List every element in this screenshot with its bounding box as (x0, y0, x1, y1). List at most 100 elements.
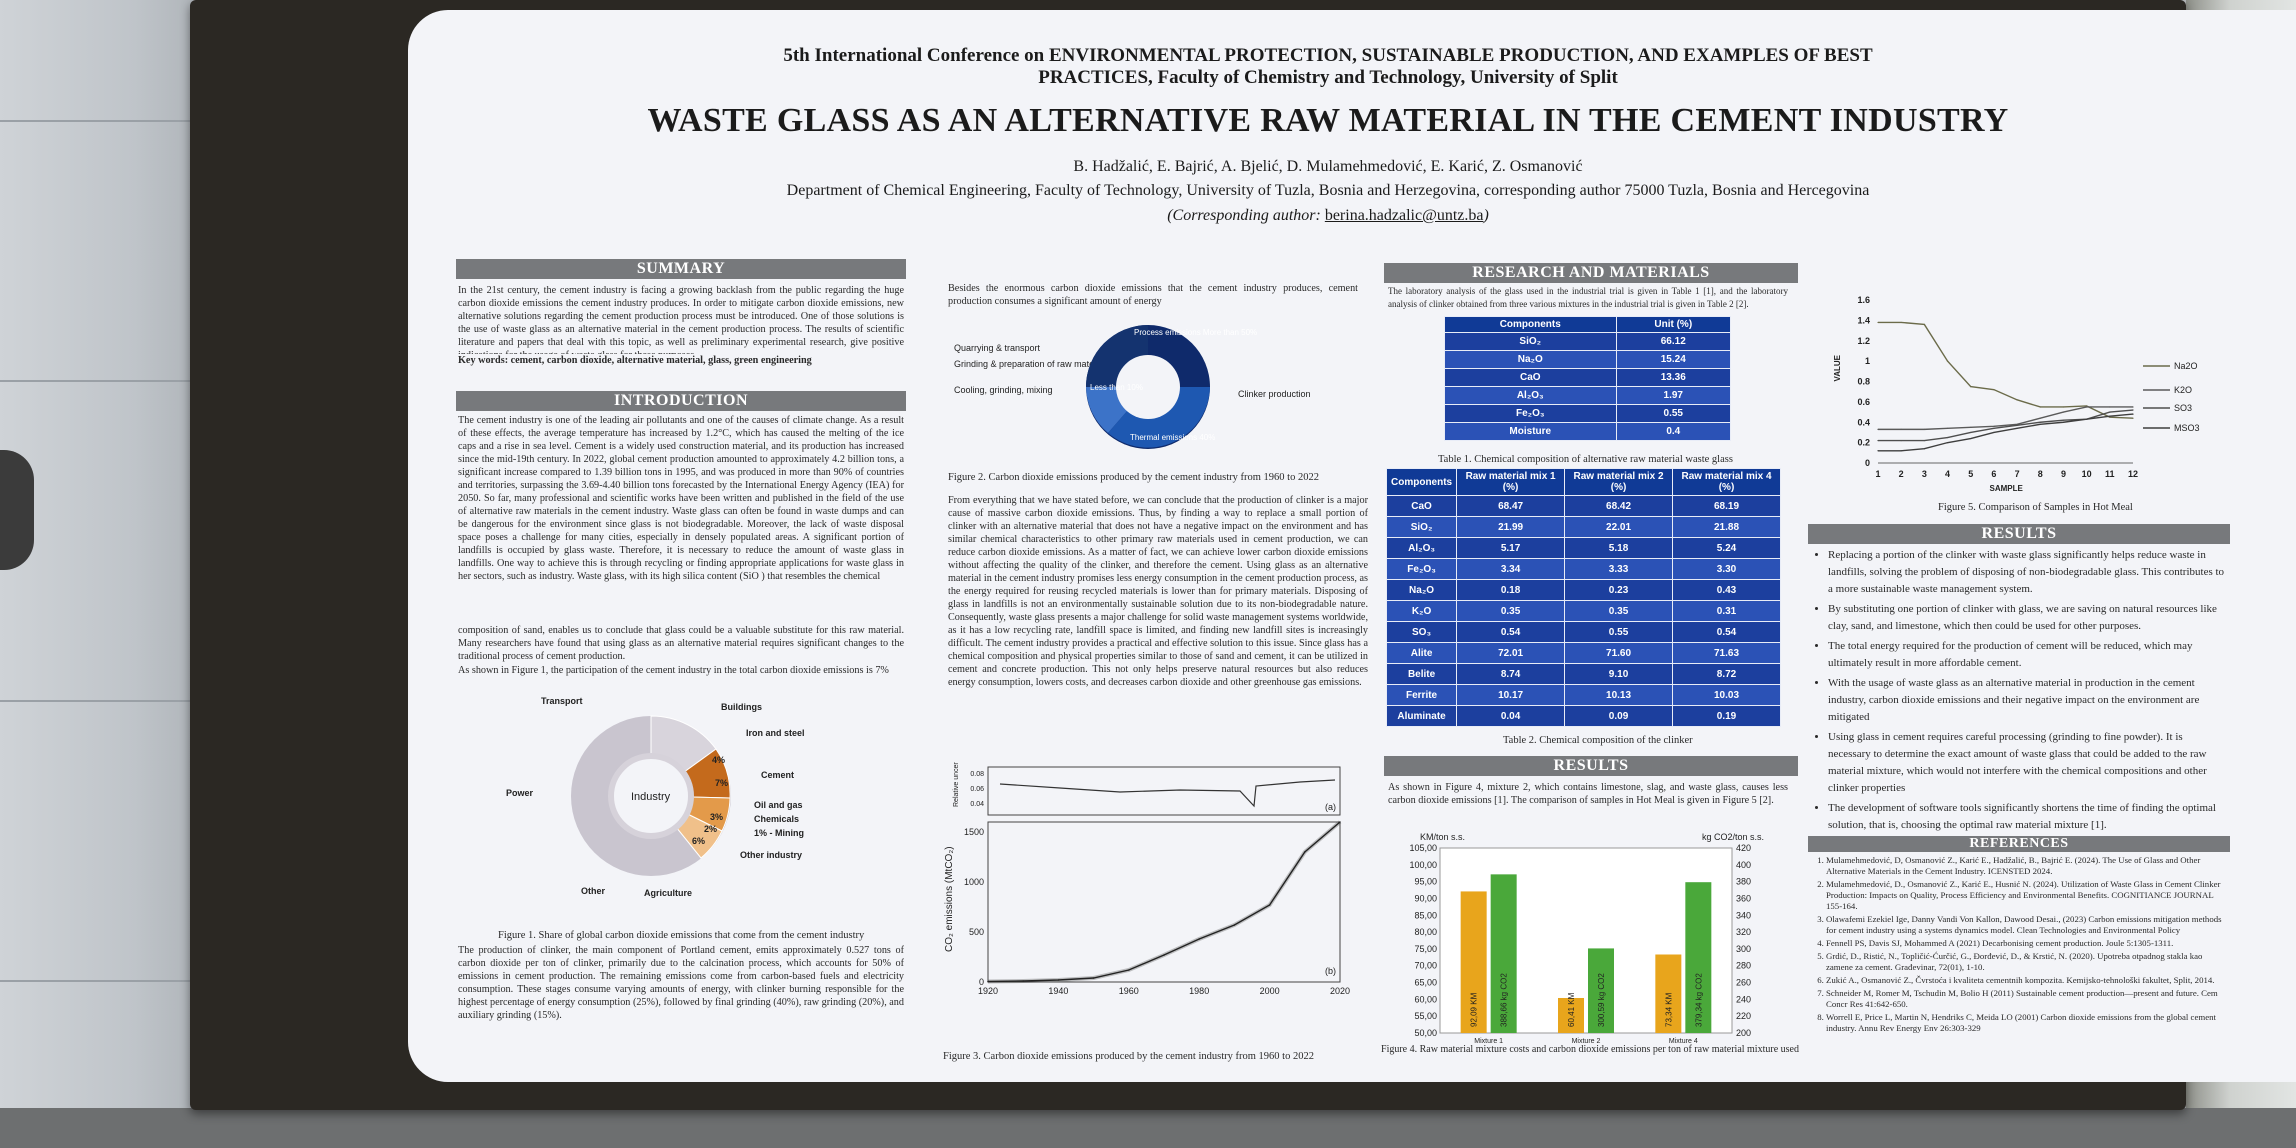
research-text: The laboratory analysis of the glass use… (1388, 286, 1788, 309)
fig5-xtick: 5 (1968, 469, 1973, 479)
fig5-point (2039, 406, 2041, 408)
fig5-point (2062, 421, 2065, 423)
table-cell-value: 68.19 (1672, 495, 1781, 517)
fig1-pct-4: 4% (712, 755, 725, 765)
fig5-xtick: 2 (1899, 469, 1904, 479)
table-cell-value: 5.17 (1456, 537, 1566, 559)
fig3-point (987, 980, 989, 983)
fig3-xtick: 2000 (1260, 986, 1280, 996)
table-cell-value: 71.60 (1564, 642, 1674, 664)
fig3-xtick: 1980 (1189, 986, 1209, 996)
fig4-right-tick: 340 (1736, 910, 1751, 920)
table-cell-value: 68.47 (1456, 495, 1566, 517)
table-cell-value: 71.63 (1672, 642, 1781, 664)
fig5-point (1923, 448, 1925, 450)
column2-intro: Besides the enormous carbon dioxide emis… (948, 283, 1358, 307)
fig5-xtick: 8 (2038, 469, 2043, 479)
camera-device (0, 450, 34, 570)
fig3-xtick: 1960 (1119, 986, 1139, 996)
fig3-xtick: 1940 (1048, 986, 1068, 996)
fig5-point (1900, 321, 1902, 324)
fig3-point (1022, 980, 1024, 982)
figure1-donut-chart: Industry Transport Buildings Iron and st… (506, 696, 805, 898)
fig1-pct-7: 7% (715, 778, 728, 788)
fig3-panel-a: (a) (1325, 802, 1336, 812)
fig3-ytick: 0 (979, 977, 984, 987)
figure3-line-chart: 0.08 0.06 0.04 Relative uncertainty (a) 0 500 1… (944, 762, 1350, 996)
introduction-text-2: composition of sand, enables us to concl… (458, 625, 904, 662)
fig5-xtick: 11 (2105, 469, 2115, 479)
fig1-pct-3: 3% (710, 812, 723, 822)
table-cell-component: Na₂O (1385, 579, 1458, 601)
table-cell-component: CaO (1444, 368, 1617, 387)
fig5-point (2062, 406, 2065, 408)
fig3-ytick: 500 (969, 927, 984, 937)
table-cell-value: 15.24 (1615, 350, 1732, 369)
fig2-thermal-label: Thermal emissions 40% (1130, 433, 1215, 442)
fig5-point (2062, 419, 2065, 421)
fig5-point (1970, 385, 1972, 388)
figure3-caption: Figure 3. Carbon dioxide emissions produ… (943, 1051, 1314, 1062)
table-cell-component: Al₂O₃ (1385, 537, 1458, 559)
fig4-category-label: Mixture 1 (1474, 1038, 1503, 1043)
table-cell-component: Al₂O₃ (1444, 386, 1617, 405)
fig4-bar-label-co2: 388,66 kg CO2 (1500, 973, 1509, 1027)
table-cell-component: CaO (1385, 495, 1458, 517)
table-row: Alite 72.01 71.60 71.63 (1385, 642, 1781, 664)
table-cell-value: 0.4 (1615, 422, 1732, 441)
fig5-ytick: 1.4 (1857, 315, 1870, 325)
fig4-bar-co2 (1490, 874, 1517, 1033)
introduction-heading: INTRODUCTION (456, 391, 906, 411)
results-bullet: By substituting one portion of clinker w… (1828, 601, 2228, 635)
table-cell-component: SO₃ (1385, 621, 1458, 643)
reference-item: Olawafemi Ezekiel Ige, Danny Vandi Von K… (1826, 914, 2226, 936)
references-list: Mulamehmedović, D, Osmanović Z., Karić E… (1810, 855, 2226, 1036)
fig3-point (1198, 938, 1200, 940)
fig3-inset-tick: 0.06 (970, 786, 984, 793)
fig1-label-buildings: Buildings (721, 702, 762, 712)
poster-title: WASTE GLASS AS AN ALTERNATIVE RAW MATERI… (647, 102, 2009, 139)
table-row: CaO 13.36 (1444, 368, 1732, 387)
fig3-ytick: 1000 (964, 877, 984, 887)
fig5-legend-label: MSO3 (2174, 423, 2200, 433)
fig5-xtick: 12 (2128, 469, 2138, 479)
fig5-point (1877, 439, 1879, 442)
table-cell-value: 0.04 (1456, 705, 1566, 727)
table1-glass-composition: Components Unit (%) SiO₂ 66.12 Na₂O 15.24 CaO… (1444, 316, 1732, 441)
table2-clinker-composition: Components Raw material mix 1 (%) Raw mate… (1385, 468, 1781, 727)
fig3-ylabel: CO₂ emissions (MtCO₂) (944, 846, 955, 952)
fig4-left-tick: 75,00 (1414, 944, 1437, 954)
table-row: SiO₂ 66.12 (1444, 332, 1732, 351)
fig1-label-transport: Transport (541, 696, 583, 706)
table-cell-value: 0.31 (1672, 600, 1781, 622)
fig4-right-tick: 200 (1736, 1028, 1751, 1038)
table-cell-value: 0.23 (1564, 579, 1674, 601)
fig4-right-tick: 380 (1736, 877, 1751, 887)
fig5-ytick: 1.6 (1857, 295, 1870, 305)
fig5-legend-label: SO3 (2174, 403, 2192, 413)
fig2-clinker-label: Clinker production (1238, 389, 1311, 399)
fig5-point (1946, 427, 1949, 429)
background-wall-left (0, 0, 225, 1148)
fig3-inset-frame (987, 766, 1341, 816)
fig4-left-tick: 100,00 (1409, 860, 1437, 870)
column2-text: From everything that we have stated befo… (948, 495, 1368, 688)
fig3-inset-label: Relative uncertainty (953, 762, 960, 807)
fig5-point (1970, 426, 1972, 428)
results-heading: RESULTS (1384, 756, 1798, 776)
table-row: SO₃ 0.54 0.55 0.54 (1385, 621, 1781, 643)
email-link[interactable]: berina.hadzalic@untz.ba (1324, 207, 1484, 224)
results-bullet: The development of software tools signif… (1828, 800, 2228, 834)
fig4-left-tick: 105,00 (1409, 843, 1437, 853)
results-text: As shown in Figure 4, mixture 2, which c… (1388, 782, 1788, 806)
reference-item: Grdić, D., Ristić, N., Topličić-Ćurčić, … (1826, 951, 2226, 973)
fig5-point (2109, 415, 2111, 417)
table-cell-component: Moisture (1444, 422, 1617, 441)
table-cell-value: 21.99 (1456, 516, 1566, 538)
fig4-left-tick: 50,00 (1414, 1028, 1437, 1038)
reference-item: Mulamehmedović, D., Osmanović Z., Karić … (1826, 879, 2226, 912)
table-cell-component: Belite (1385, 663, 1458, 685)
fig1-pct-6: 6% (692, 836, 705, 846)
fig3-point (1128, 969, 1130, 971)
fig4-bar-label-km: 92,09 KM (1470, 992, 1479, 1027)
